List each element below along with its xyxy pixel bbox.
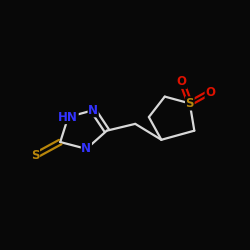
Text: O: O [205, 86, 215, 98]
Text: HN: HN [58, 110, 78, 124]
Text: N: N [81, 142, 91, 155]
Text: O: O [177, 75, 187, 88]
Text: S: S [31, 149, 40, 162]
Text: S: S [186, 97, 194, 110]
Text: N: N [88, 104, 98, 117]
